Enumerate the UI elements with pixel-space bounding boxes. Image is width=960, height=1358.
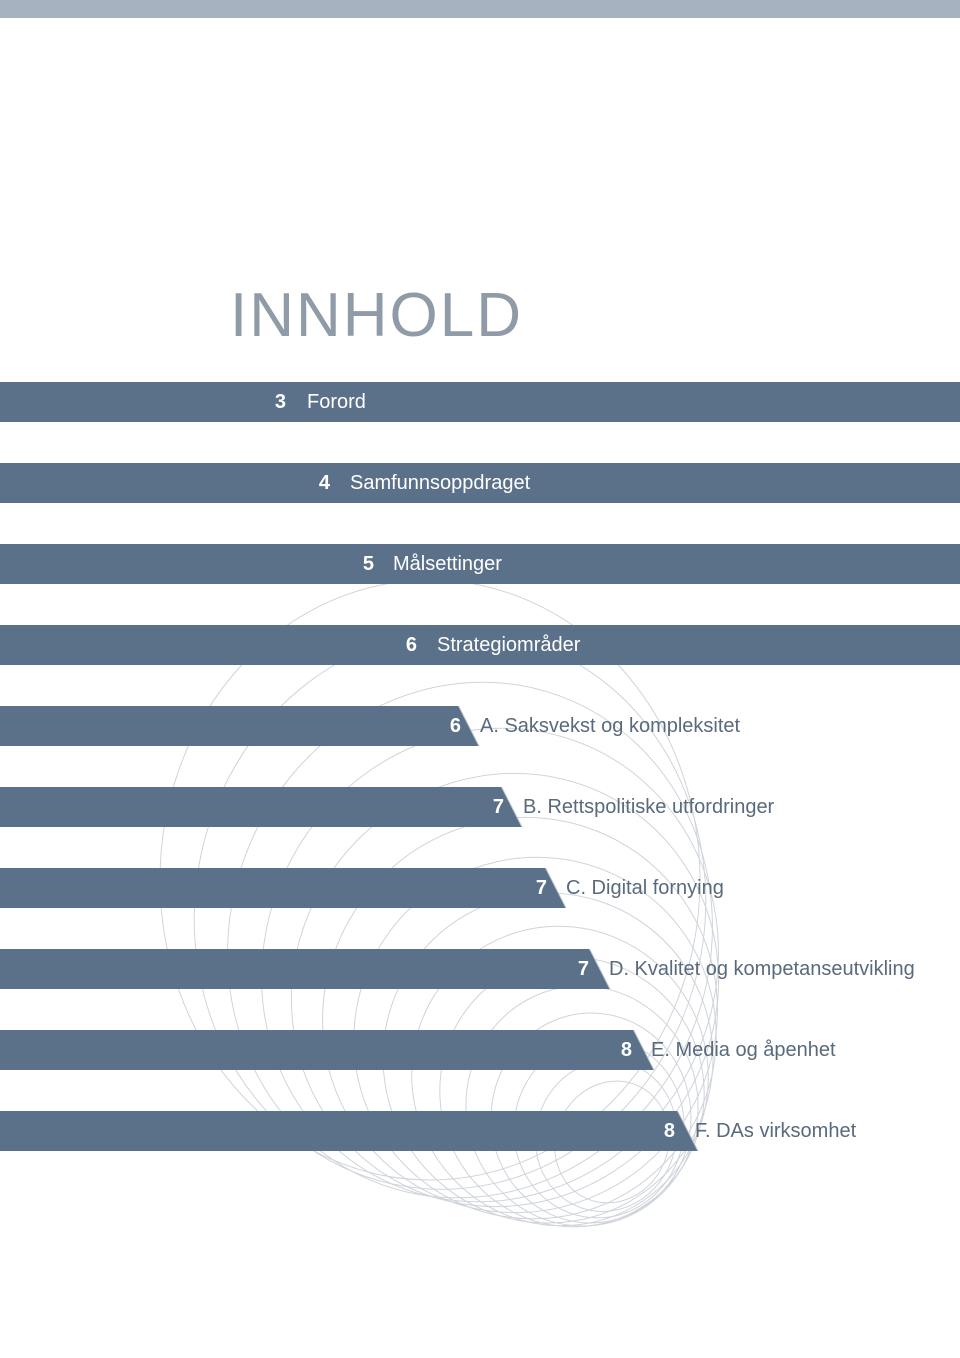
toc-bar	[0, 1111, 698, 1151]
toc-label: B. Rettspolitiske utfordringer	[523, 787, 774, 827]
header-bar	[0, 0, 960, 18]
toc-label: F. DAs virksomhet	[695, 1111, 856, 1151]
toc-page-number: 7	[565, 949, 589, 989]
toc-bar	[0, 706, 479, 746]
toc-bar	[0, 382, 960, 422]
toc-row[interactable]: 7 C. Digital fornying	[0, 868, 960, 908]
toc-label: Målsettinger	[393, 544, 502, 584]
toc-row[interactable]: 3 Forord	[0, 382, 960, 422]
toc-label: Samfunnsoppdraget	[350, 463, 530, 503]
toc-label: Strategiområder	[437, 625, 580, 665]
toc-container: 3Forord4Samfunnsoppdraget5Målsettinger6S…	[0, 0, 960, 1358]
toc-label: E. Media og åpenhet	[651, 1030, 836, 1070]
toc-bar	[0, 868, 566, 908]
toc-page-number: 7	[480, 787, 504, 827]
toc-label: C. Digital fornying	[566, 868, 724, 908]
toc-row[interactable]: 8 F. DAs virksomhet	[0, 1111, 960, 1151]
toc-page-number: 8	[608, 1030, 632, 1070]
page-title: INNHOLD	[230, 280, 523, 351]
toc-bar	[0, 787, 522, 827]
toc-page-number: 5	[350, 544, 374, 584]
toc-row[interactable]: 6 A. Saksvekst og kompleksitet	[0, 706, 960, 746]
toc-page-number: 8	[651, 1111, 675, 1151]
page: INNHOLD 3 Forord 4 Samfunnsoppdraget 5 Målset…	[0, 0, 960, 1358]
toc-row[interactable]: 5 Målsettinger	[0, 544, 960, 584]
toc-label: Forord	[307, 382, 366, 422]
toc-page-number: 3	[262, 382, 286, 422]
toc-page-number: 6	[393, 625, 417, 665]
toc-page-number: 7	[523, 868, 547, 908]
toc-row[interactable]: 6 Strategiområder	[0, 625, 960, 665]
toc-row[interactable]: 7 D. Kvalitet og kompetanseutvikling	[0, 949, 960, 989]
toc-row[interactable]: 4 Samfunnsoppdraget	[0, 463, 960, 503]
toc-bar	[0, 1030, 654, 1070]
toc-row[interactable]: 7 B. Rettspolitiske utfordringer	[0, 787, 960, 827]
toc-row[interactable]: 8 E. Media og åpenhet	[0, 1030, 960, 1070]
toc-label: A. Saksvekst og kompleksitet	[480, 706, 740, 746]
toc-label: D. Kvalitet og kompetanseutvikling	[609, 949, 915, 989]
swirl-decoration	[130, 560, 830, 1300]
toc-page-number: 6	[437, 706, 461, 746]
toc-page-number: 4	[306, 463, 330, 503]
toc-bar	[0, 949, 610, 989]
